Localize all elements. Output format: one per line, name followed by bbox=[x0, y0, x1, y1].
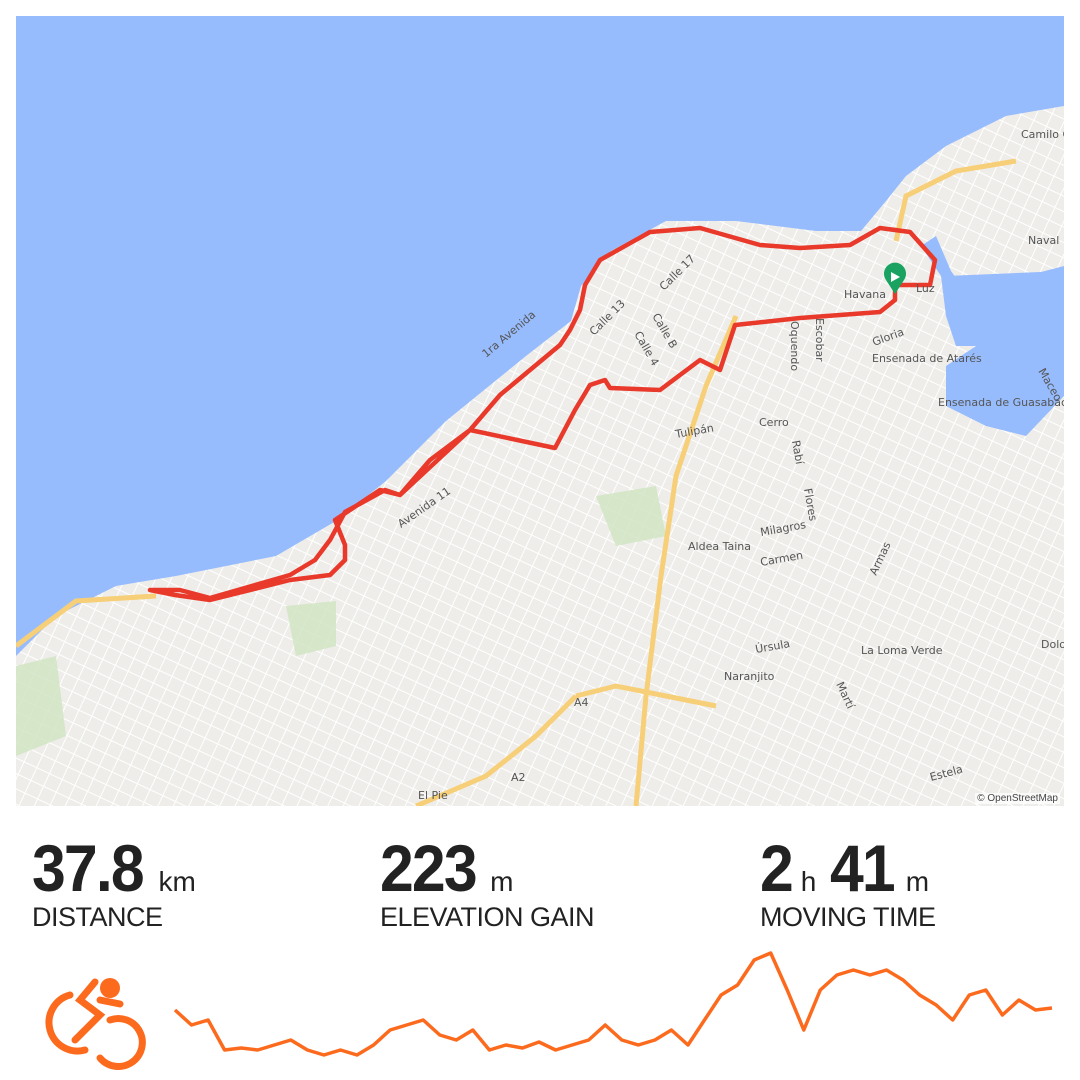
map-label: Escobar bbox=[813, 318, 826, 362]
map-label: Oquendo bbox=[788, 321, 801, 371]
hours-unit: h bbox=[800, 866, 817, 897]
map-attribution[interactable]: © OpenStreetMap bbox=[975, 793, 1060, 804]
map-label: Naval bbox=[1028, 234, 1059, 247]
map-label: Ensenada de Guasabacoa bbox=[938, 396, 1064, 409]
bay bbox=[946, 271, 1064, 436]
minutes-value: 41 bbox=[830, 831, 896, 905]
map-label: Camilo Cienfuegos (Habana del Este) bbox=[1021, 128, 1064, 141]
start-marker-icon[interactable] bbox=[883, 262, 906, 294]
map-label: Ensenada de Atarés bbox=[872, 352, 982, 365]
hours-value: 2 bbox=[760, 831, 794, 905]
map-label: Naranjito bbox=[724, 670, 775, 683]
elevation-unit: m bbox=[490, 866, 514, 897]
map-label: Úrsula bbox=[754, 637, 791, 656]
map-label: La Loma Verde bbox=[861, 644, 943, 657]
map-label: A4 bbox=[574, 696, 589, 709]
moving-time-label: MOVING TIME bbox=[760, 902, 936, 932]
land bbox=[16, 106, 1064, 806]
elevation-line bbox=[173, 951, 1053, 1057]
minutes-unit: m bbox=[905, 866, 930, 897]
moving-time-stat: 2 h 41 m MOVING TIME bbox=[760, 830, 943, 933]
distance-value: 37.8 bbox=[32, 831, 145, 905]
map-label: Dolores bbox=[1041, 638, 1064, 651]
activity-route bbox=[147, 225, 938, 603]
distance-stat: 37.8 km DISTANCE bbox=[32, 830, 210, 933]
cyclist-icon bbox=[45, 978, 146, 1070]
distance-label: DISTANCE bbox=[32, 902, 163, 932]
map-label: A2 bbox=[511, 771, 526, 784]
map-label: Luz bbox=[916, 282, 935, 295]
elevation-stat: 223 m ELEVATION GAIN bbox=[380, 830, 595, 933]
elevation-label: ELEVATION GAIN bbox=[380, 902, 595, 932]
route-map[interactable]: Havana Luz Gloria Ensenada de Atarés Ensenad… bbox=[16, 16, 1064, 806]
map-label: Rabí bbox=[789, 439, 806, 466]
highway bbox=[16, 158, 1017, 806]
elevation-value: 223 bbox=[380, 831, 478, 905]
map-label: Cerro bbox=[759, 416, 789, 429]
map-label: 1ra Avenida bbox=[480, 308, 539, 360]
distance-unit: km bbox=[158, 866, 196, 897]
map-label: Flores bbox=[801, 487, 820, 522]
map-label: Aldea Taina bbox=[688, 540, 751, 553]
map-label: El Pie bbox=[418, 789, 448, 802]
elevation-profile bbox=[45, 951, 1053, 1070]
map-label: Havana bbox=[844, 288, 886, 301]
